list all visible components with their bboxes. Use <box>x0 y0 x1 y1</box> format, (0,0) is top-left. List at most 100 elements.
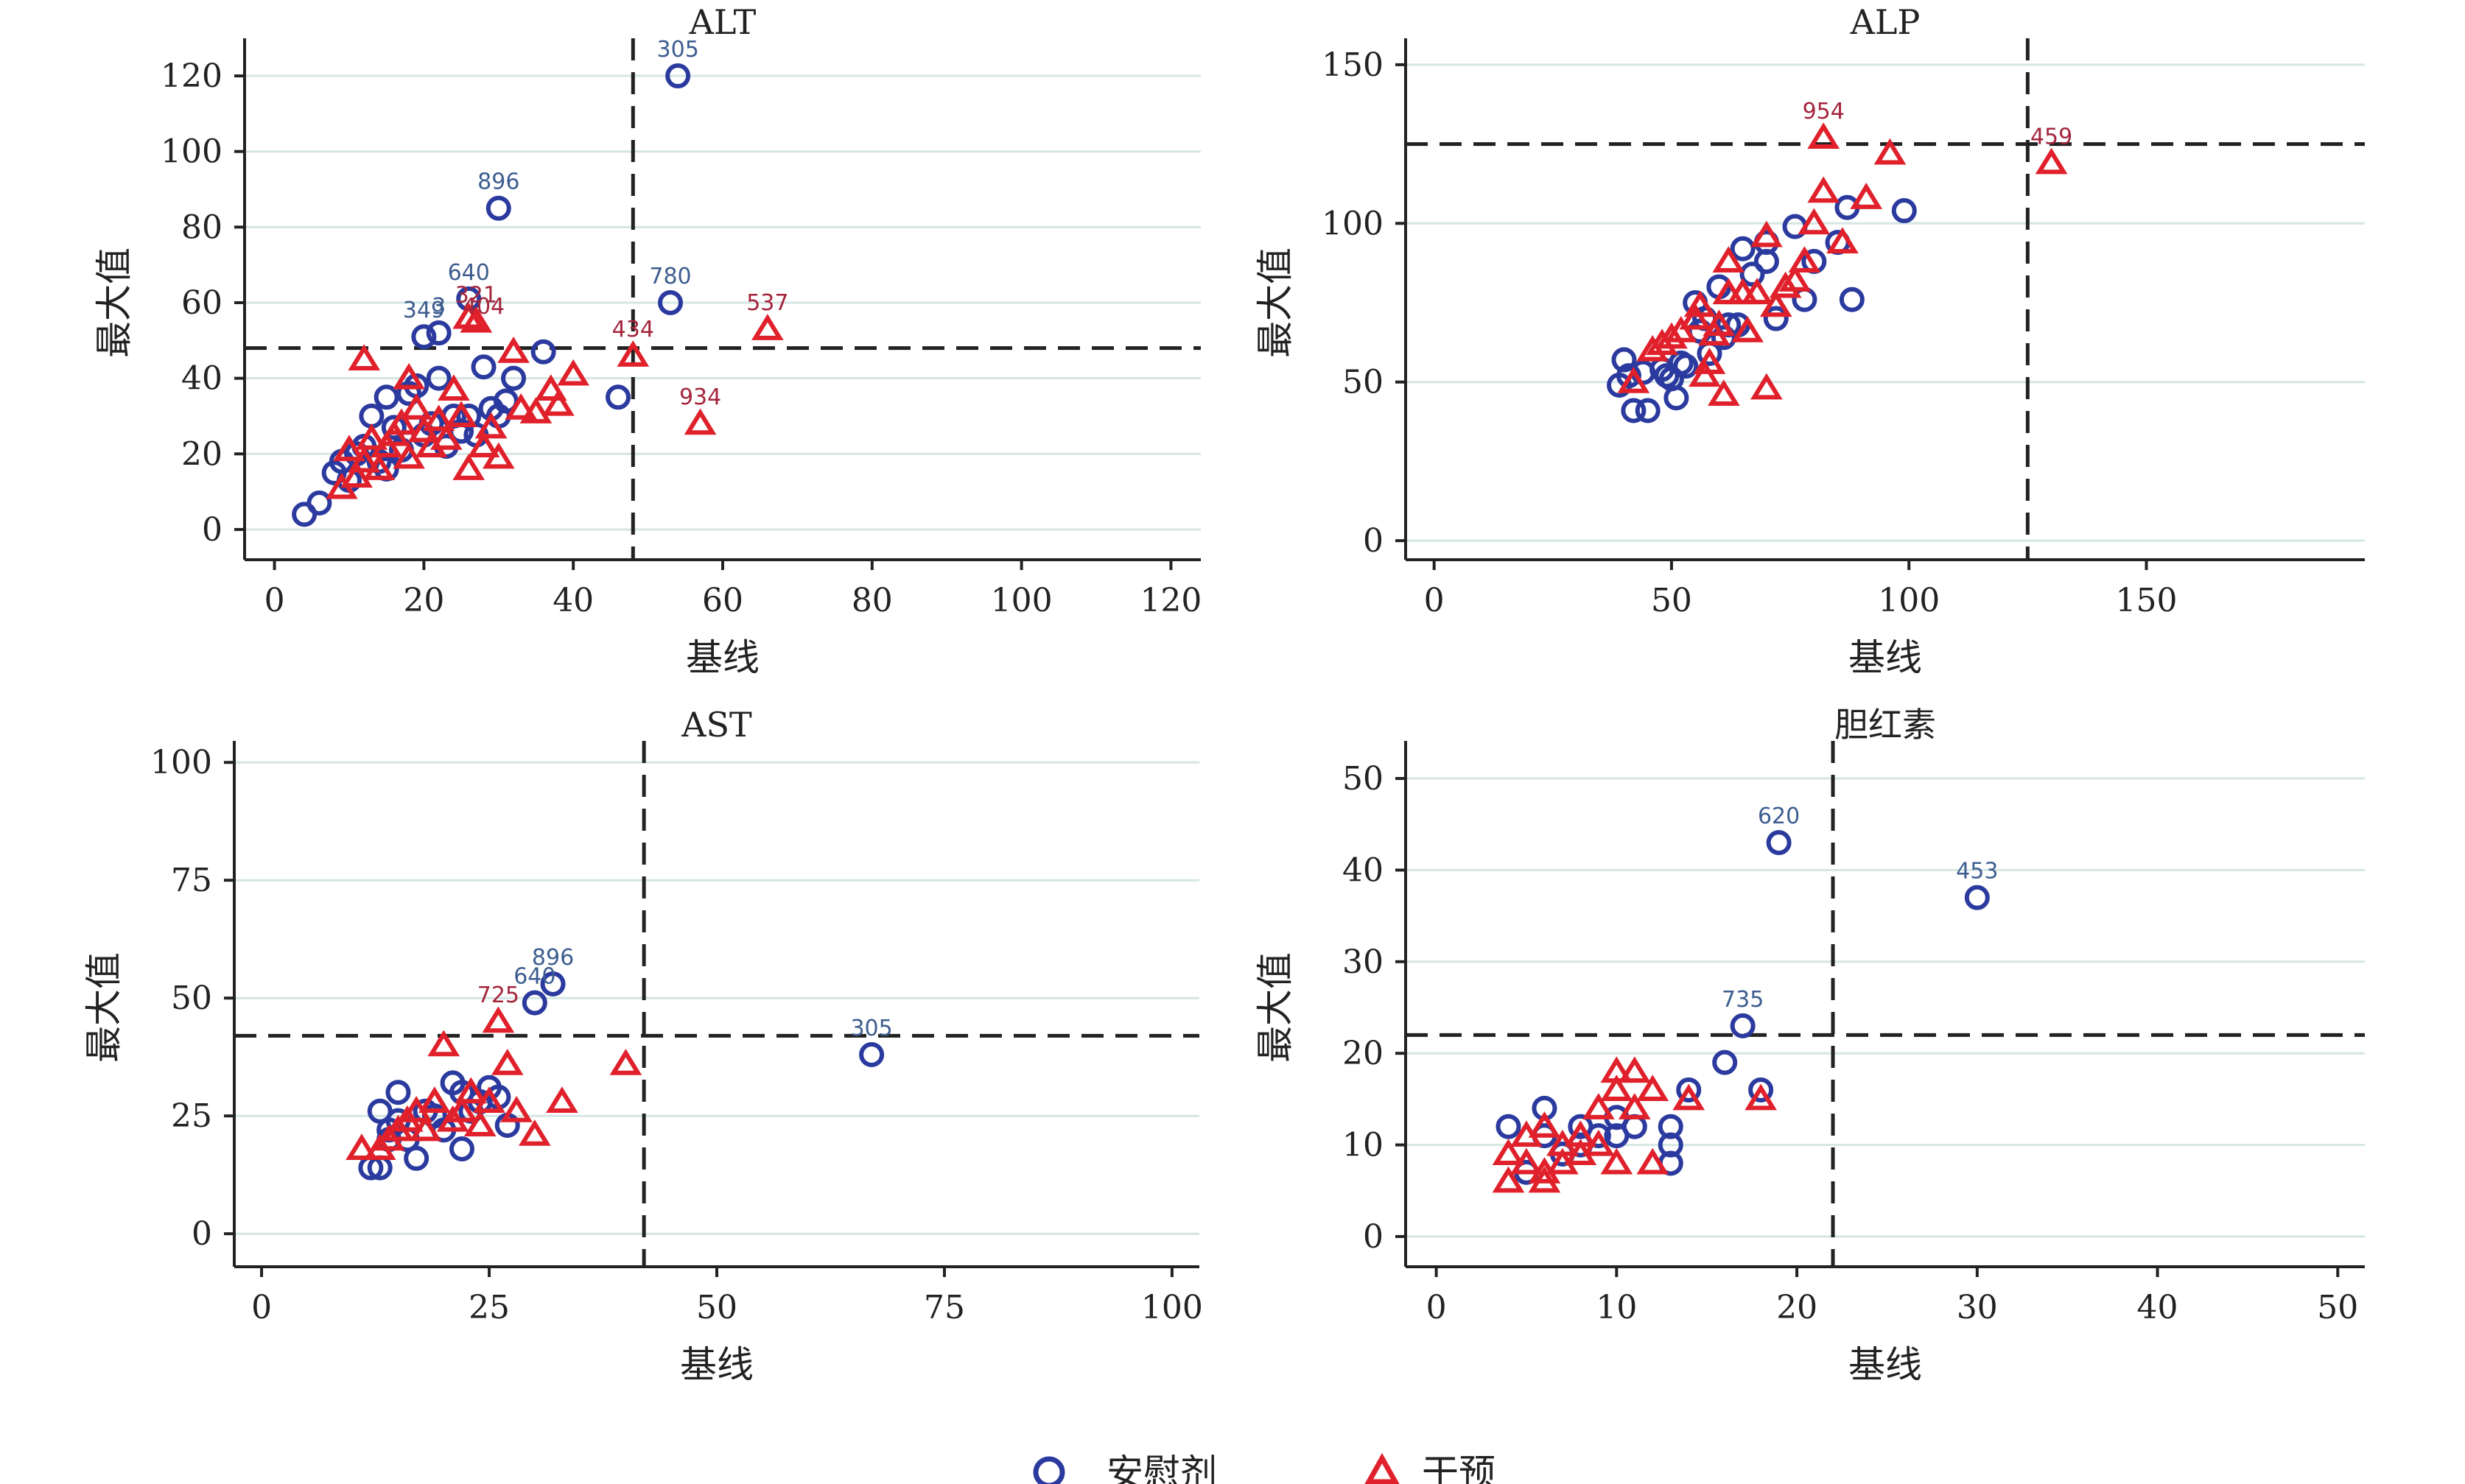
data-point-intervention <box>1646 328 1678 356</box>
y-tick-label: 50 <box>1342 364 1384 401</box>
x-tick-label: 20 <box>1776 1289 1817 1326</box>
x-tick-label: 100 <box>991 582 1053 619</box>
data-point-placebo <box>658 290 684 315</box>
point-id-label: 434 <box>612 317 654 342</box>
data-point-placebo <box>1658 1132 1683 1158</box>
data-point-intervention <box>1788 246 1821 272</box>
data-point-intervention <box>497 336 530 363</box>
data-point-placebo <box>396 381 422 407</box>
data-point-intervention <box>1745 1083 1777 1111</box>
point-id-label: 305 <box>657 37 699 63</box>
x-axis-title: 基线 <box>686 636 760 679</box>
data-point-intervention <box>446 1096 478 1122</box>
x-tick-label: 80 <box>852 582 893 619</box>
x-tick-label: 50 <box>696 1289 737 1326</box>
data-point-intervention <box>1683 290 1717 317</box>
chart-panel-alp: 0 50 100 150 0 50 100 150 ALP 基线 最大值 954 459 <box>1254 2 2365 679</box>
x-axis-title: 基线 <box>680 1343 754 1386</box>
data-point-intervention <box>1492 1166 1525 1193</box>
data-point-intervention <box>346 1133 378 1160</box>
data-point-intervention <box>1636 334 1669 362</box>
data-point-intervention <box>546 1086 578 1113</box>
data-point-intervention <box>340 461 373 488</box>
point-id-label: 640 <box>448 260 490 286</box>
y-tick-label: 50 <box>171 980 212 1017</box>
data-point-placebo <box>471 354 497 380</box>
data-point-intervention <box>429 423 463 450</box>
data-point-intervention <box>474 412 508 439</box>
y-tick-label: 100 <box>161 133 222 171</box>
data-point-intervention <box>460 306 493 333</box>
x-tick-label: 0 <box>1426 1289 1447 1326</box>
y-tick-label: 120 <box>161 57 222 95</box>
data-point-intervention <box>1750 220 1783 247</box>
data-point-placebo <box>1496 1114 1521 1139</box>
y-tick-label: 75 <box>171 862 212 899</box>
data-point-placebo <box>530 339 556 365</box>
chart-title: ALT <box>689 2 757 42</box>
data-point-intervention <box>751 314 784 340</box>
data-point-intervention <box>467 431 500 458</box>
y-tick-label: 0 <box>192 1215 212 1253</box>
y-tick-label: 20 <box>181 435 222 473</box>
point-id-label: 780 <box>649 264 691 289</box>
point-id-label: 725 <box>477 982 519 1008</box>
data-point-intervention <box>534 374 567 401</box>
data-point-placebo <box>1839 286 1865 312</box>
data-point-intervention <box>1826 227 1859 254</box>
data-point-placebo <box>522 990 547 1016</box>
data-point-intervention <box>393 362 425 390</box>
data-point-intervention <box>422 404 455 432</box>
x-tick-label: 0 <box>1424 582 1445 619</box>
y-tick-label: 0 <box>202 511 222 549</box>
data-point-intervention <box>1618 1093 1651 1119</box>
data-point-placebo <box>540 971 566 996</box>
chart-title: ALP <box>1850 2 1921 42</box>
data-point-placebo <box>385 1080 411 1105</box>
data-point-intervention <box>409 1114 442 1142</box>
data-point-intervention <box>2035 147 2068 175</box>
data-point-placebo <box>1739 261 1765 287</box>
data-point-intervention <box>1850 183 1883 209</box>
y-axis-title: 最大值 <box>93 247 136 358</box>
data-point-intervention <box>500 1096 533 1122</box>
data-point-intervention <box>1703 309 1736 337</box>
y-tick-label: 30 <box>1342 943 1384 981</box>
data-point-placebo <box>1964 885 1990 910</box>
x-tick-label: 20 <box>403 582 444 619</box>
x-axis-title: 基线 <box>1848 1343 1922 1386</box>
y-axis-title: 最大值 <box>83 952 125 1063</box>
data-point-intervention <box>400 393 433 420</box>
data-point-intervention <box>482 1006 515 1033</box>
data-point-intervention <box>505 393 538 420</box>
data-point-intervention <box>617 340 650 367</box>
data-point-intervention <box>1582 1129 1615 1156</box>
data-point-placebo <box>374 384 399 410</box>
data-point-intervention <box>1672 1083 1705 1111</box>
data-point-intervention <box>1664 316 1697 342</box>
x-tick-label: 100 <box>1141 1289 1203 1326</box>
legend-item-placebo: 安慰剂 <box>1033 1452 1217 1484</box>
data-point-placebo <box>1621 398 1647 423</box>
x-axis-title: 基线 <box>1848 636 1922 679</box>
data-point-placebo <box>1611 347 1637 373</box>
data-point-intervention <box>455 1077 488 1104</box>
data-point-placebo <box>1748 1077 1774 1103</box>
point-id-label: 349 <box>403 298 445 323</box>
x-tick-label: 120 <box>1140 582 1202 619</box>
point-id-label: 321 <box>455 283 497 309</box>
data-point-intervention <box>519 397 553 423</box>
x-tick-label: 75 <box>924 1289 965 1326</box>
y-tick-label: 0 <box>1363 1218 1384 1256</box>
data-point-intervention <box>1492 1139 1525 1166</box>
x-tick-label: 50 <box>2317 1289 2358 1326</box>
point-id-label: 954 <box>1803 99 1845 124</box>
data-point-intervention <box>1798 208 1831 235</box>
data-point-intervention <box>557 359 590 386</box>
x-tick-label: 25 <box>469 1289 510 1326</box>
data-point-intervention <box>393 442 425 469</box>
data-point-intervention <box>1679 303 1712 330</box>
point-id-label: 620 <box>1758 803 1800 829</box>
